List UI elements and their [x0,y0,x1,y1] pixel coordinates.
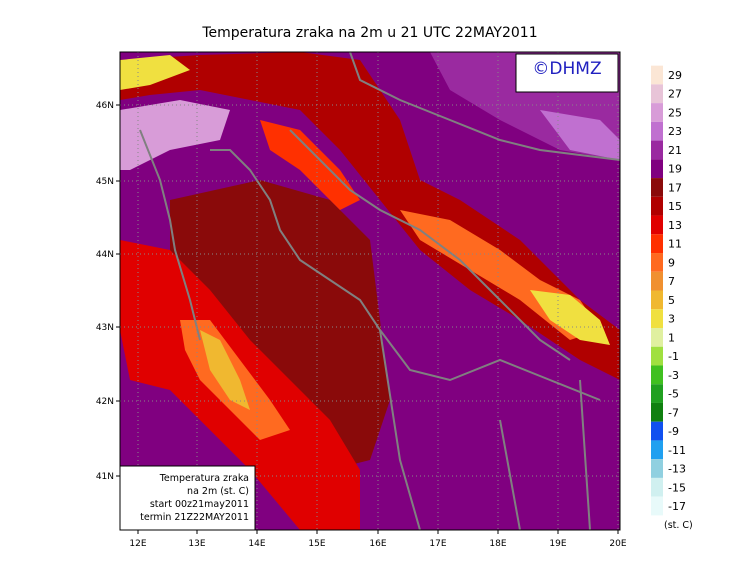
colorbar-label: 7 [668,275,675,288]
colorbar-label: 23 [668,125,682,138]
lon-label: 18E [489,539,506,549]
lon-label: 12E [129,539,146,549]
lon-label: 17E [429,539,446,549]
info-line: Temperatura zraka [159,473,249,484]
colorbar-swatch [651,365,663,385]
colorbar-label: -5 [668,388,679,401]
colorbar-label: 27 [668,88,682,101]
lat-label: 43N [96,323,114,333]
colorbar-label: 11 [668,238,682,251]
lon-label: 15E [308,539,325,549]
colorbar-label: 29 [668,69,682,82]
copyright-box [515,53,619,93]
colorbar-swatch [651,402,663,422]
copyright: ©DHMZ [532,59,601,79]
colorbar-label: -3 [668,369,679,382]
map-frame [119,51,621,531]
colorbar-swatch [651,421,663,441]
colorbar: 29 27 25 23 21 19 17 15 13 11 9 7 5 3 1 -1 -3 -5 -7 -9 -11 -1… [651,65,693,531]
colorbar-label: 5 [668,294,675,307]
colorbar-label: 25 [668,106,682,119]
lat-label: 41N [96,472,114,482]
colorbar-swatch [651,440,663,460]
colorbar-label: -7 [668,406,679,419]
colorbar-swatch [651,459,663,478]
colorbar-label: -15 [668,481,686,494]
colorbar-label: 3 [668,313,675,326]
info-line: na 2m (st. C) [187,486,249,497]
lon-label: 19E [549,539,566,549]
colorbar-label: -1 [668,350,679,363]
info-line: start 00z21may2011 [150,499,249,510]
colorbar-swatch [651,327,663,347]
colorbar-label: -11 [668,444,686,457]
info-text: Temperatura zraka na 2m (st. C) start 00z2… [140,473,249,523]
colorbar-swatch [651,253,663,272]
temperature-field [120,52,620,530]
colorbar-label: 13 [668,219,682,232]
colorbar-label: -9 [668,425,679,438]
info-line: termin 21Z22MAY2011 [140,512,249,523]
colorbar-swatch [651,178,663,197]
colorbar-label: 1 [668,331,675,344]
colorbar-label: 9 [668,256,675,269]
colorbar-label: 17 [668,181,682,194]
colorbar-swatch [651,496,663,516]
colorbar-swatch [651,84,663,104]
colorbar-swatch [651,215,663,235]
colorbar-swatch [651,159,663,179]
colorbar-swatch [651,309,663,328]
lon-label: 13E [188,539,205,549]
colorbar-swatch [651,65,663,85]
colorbar-swatch [651,121,663,141]
colorbar-swatch [651,477,663,497]
colorbar-label: 19 [668,163,682,176]
colorbar-swatch [651,196,663,216]
lat-label: 44N [96,250,114,260]
map-title: Temperatura zraka na 2m u 21 UTC 22MAY20… [201,25,537,41]
lon-label: 16E [369,539,386,549]
info-box [119,465,256,531]
colorbar-unit: (st. C) [664,520,693,531]
colorbar-swatch [651,140,663,160]
lon-label: 14E [248,539,265,549]
colorbar-swatch [651,384,663,403]
colorbar-label: 15 [668,200,682,213]
colorbar-swatch [651,103,663,122]
colorbar-swatch [651,271,663,291]
colorbar-label: -13 [668,463,686,476]
colorbar-swatch [651,346,663,366]
graticule: 12E 13E 14E 15E 16E 17E 18E 19E 20E 46N 45N 44N 43N 4… [96,52,627,549]
lat-label: 46N [96,101,114,111]
colorbar-swatch [651,234,663,254]
lat-label: 45N [96,177,114,187]
lat-label: 42N [96,397,114,407]
lon-label: 20E [609,539,626,549]
colorbar-swatch [651,290,663,310]
colorbar-label: -17 [668,500,686,513]
colorbar-label: 21 [668,144,682,157]
